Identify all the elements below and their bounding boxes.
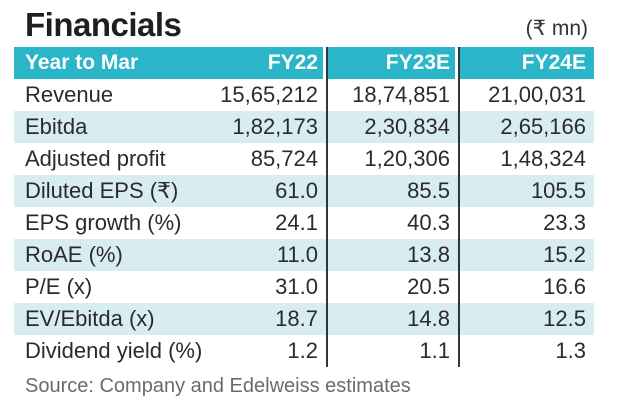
cell-value: 2,30,834 [326,111,458,143]
financials-table: Year to Mar FY22 FY23E FY24E Revenue 15,… [14,47,594,367]
title-line: Financials (₹ mn) [14,0,594,41]
cell-value: 18,74,851 [326,79,458,111]
table-row: Dividend yield (%) 1.2 1.1 1.3 [14,335,594,367]
cell-value: 1,20,306 [326,143,458,175]
cell-value: 11.0 [210,239,326,271]
cell-value: 85.5 [326,175,458,207]
cell-value: 1.2 [210,335,326,367]
row-label: Adjusted profit [14,143,210,175]
financials-panel: Financials (₹ mn) Year to Mar FY22 FY23E… [14,0,594,398]
row-label: Dividend yield (%) [14,335,210,367]
cell-value: 1.3 [458,335,594,367]
row-label: EV/Ebitda (x) [14,303,210,335]
table-row: Diluted EPS (₹) 61.0 85.5 105.5 [14,175,594,207]
cell-value: 15,65,212 [210,79,326,111]
row-label: Diluted EPS (₹) [14,175,210,207]
table-row: EV/Ebitda (x) 18.7 14.8 12.5 [14,303,594,335]
cell-value: 1.1 [326,335,458,367]
cell-value: 23.3 [458,207,594,239]
cell-value: 31.0 [210,271,326,303]
row-label: EPS growth (%) [14,207,210,239]
cell-value: 24.1 [210,207,326,239]
col-header-fy22: FY22 [210,47,326,79]
cell-value: 18.7 [210,303,326,335]
row-label: P/E (x) [14,271,210,303]
table-row: P/E (x) 31.0 20.5 16.6 [14,271,594,303]
cell-value: 85,724 [210,143,326,175]
cell-value: 15.2 [458,239,594,271]
col-header-fy24e: FY24E [458,47,594,79]
col-header-year-to-mar: Year to Mar [14,47,210,79]
table-row: RoAE (%) 11.0 13.8 15.2 [14,239,594,271]
cell-value: 40.3 [326,207,458,239]
unit-label: (₹ mn) [525,16,588,40]
cell-value: 14.8 [326,303,458,335]
table-row: Adjusted profit 85,724 1,20,306 1,48,324 [14,143,594,175]
col-header-fy23e: FY23E [326,47,458,79]
cell-value: 20.5 [326,271,458,303]
row-label: RoAE (%) [14,239,210,271]
cell-value: 16.6 [458,271,594,303]
row-label: Ebitda [14,111,210,143]
page-title: Financials [25,6,182,43]
source-note: Source: Company and Edelweiss estimates [25,375,411,397]
cell-value: 1,48,324 [458,143,594,175]
cell-value: 21,00,031 [458,79,594,111]
cell-value: 61.0 [210,175,326,207]
table-row: Ebitda 1,82,173 2,30,834 2,65,166 [14,111,594,143]
table-row: Revenue 15,65,212 18,74,851 21,00,031 [14,79,594,111]
cell-value: 2,65,166 [458,111,594,143]
table-header-row: Year to Mar FY22 FY23E FY24E [14,47,594,79]
cell-value: 12.5 [458,303,594,335]
cell-value: 1,82,173 [210,111,326,143]
table-row: EPS growth (%) 24.1 40.3 23.3 [14,207,594,239]
cell-value: 13.8 [326,239,458,271]
row-label: Revenue [14,79,210,111]
cell-value: 105.5 [458,175,594,207]
